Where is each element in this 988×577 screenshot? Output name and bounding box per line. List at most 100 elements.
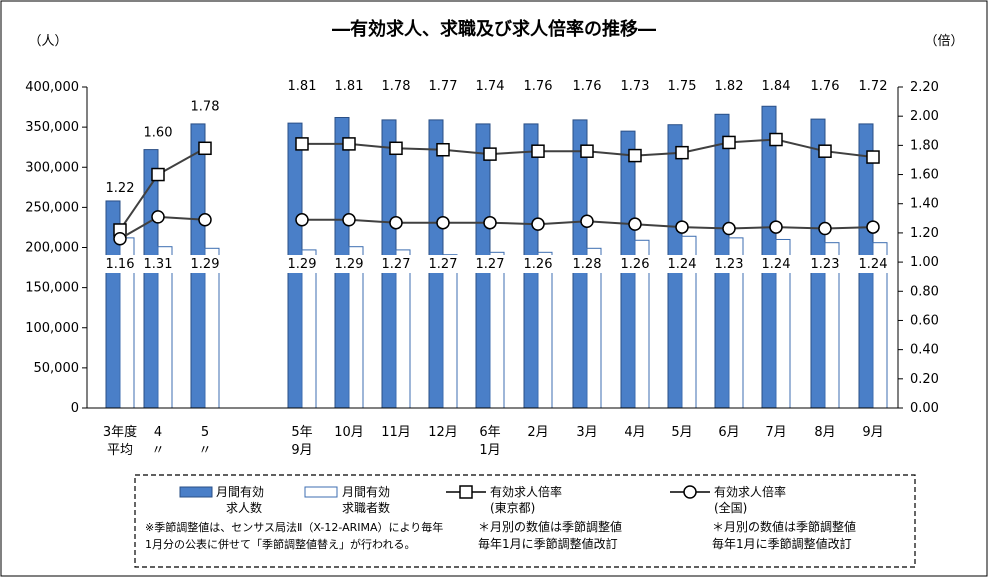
- label-national: 1.24: [859, 257, 888, 272]
- label-national: 1.24: [762, 257, 791, 272]
- label-national: 1.24: [668, 257, 697, 272]
- legend-label: 月間有効: [216, 484, 264, 499]
- marker-tokyo: [295, 137, 309, 151]
- marker-tokyo: [628, 148, 642, 163]
- x-tick-label: 5年: [291, 425, 312, 440]
- legend-label: 求人数: [226, 500, 262, 515]
- marker-national: [818, 221, 832, 236]
- marker-tokyo: [198, 141, 212, 156]
- right-tick-label: 0.60: [910, 313, 939, 328]
- right-tick-label: 2.00: [910, 109, 939, 124]
- label-national-bg: [662, 255, 702, 273]
- x-tick-label: 8月: [814, 425, 835, 440]
- x-tick-label: 4月: [624, 425, 645, 440]
- x-tick-label: 6年: [479, 425, 500, 440]
- marker-tokyo: [580, 144, 594, 158]
- marker-national: [769, 220, 783, 234]
- right-axis-unit: （倍）: [924, 34, 963, 49]
- marker-tokyo: [722, 135, 736, 150]
- marker-national: [675, 220, 689, 234]
- x-tick-label: 3月: [576, 425, 597, 440]
- label-national: 1.27: [382, 257, 411, 272]
- left-tick-label: 350,000: [25, 120, 79, 135]
- label-national: 1.28: [573, 257, 602, 272]
- label-national-bg: [470, 255, 510, 273]
- x-tick-label: 12月: [428, 425, 458, 440]
- label-tokyo: 1.82: [715, 79, 744, 94]
- marker-national: [436, 215, 450, 230]
- x-tick-label: 5月: [671, 425, 692, 440]
- label-national-bg: [805, 255, 845, 273]
- marker-national: [628, 217, 642, 231]
- right-tick-label: 0.00: [910, 401, 939, 416]
- label-national: 1.26: [621, 257, 650, 272]
- label-tokyo: 1.78: [191, 99, 220, 114]
- label-tokyo: 1.76: [811, 79, 840, 94]
- marker-national: [151, 210, 165, 224]
- marker-tokyo: [342, 137, 356, 151]
- x-tick-label: 11月: [381, 425, 411, 440]
- label-national-bg: [567, 255, 607, 273]
- legend-label: 求職者数: [342, 500, 390, 515]
- marker-national: [580, 214, 594, 228]
- bar-job-seekers: [395, 249, 411, 409]
- label-tokyo: 1.81: [288, 79, 317, 94]
- label-tokyo: 1.76: [524, 79, 553, 94]
- label-national: 1.29: [335, 257, 364, 272]
- label-national: 1.27: [476, 257, 505, 272]
- marker-tokyo: [531, 144, 545, 158]
- left-tick-label: 200,000: [25, 241, 79, 256]
- label-national-bg: [329, 255, 369, 273]
- left-tick-label: 400,000: [25, 80, 79, 95]
- label-tokyo: 1.74: [476, 79, 505, 94]
- label-tokyo: 1.84: [762, 79, 791, 94]
- label-national: 1.23: [715, 257, 744, 272]
- legend-marker-national: [683, 485, 697, 499]
- bar-job-openings: [143, 149, 159, 409]
- x-tick-label: 4: [154, 425, 162, 440]
- legend-label: 有効求人倍率: [490, 484, 562, 499]
- marker-tokyo: [436, 142, 450, 157]
- label-tokyo: 1.72: [859, 79, 888, 94]
- x-tick-label: 9月: [862, 425, 883, 440]
- chart-title: ―有効求人、求職及び求人倍率の推移―: [332, 18, 656, 40]
- legend-note: 毎年1月に季節調整値改訂: [478, 536, 618, 551]
- marker-tokyo: [675, 145, 689, 160]
- x-tick-label: 平均: [107, 443, 133, 458]
- label-national: 1.31: [144, 257, 173, 272]
- legend-marker-tokyo: [459, 485, 473, 499]
- label-national: 1.16: [106, 257, 135, 272]
- label-national-bg: [423, 255, 463, 273]
- legend-note: ＊月別の数値は季節調整値: [712, 519, 856, 534]
- legend-note: 毎年1月に季節調整値改訂: [712, 536, 852, 551]
- label-national-bg: [138, 255, 178, 273]
- label-tokyo: 1.75: [668, 79, 697, 94]
- marker-tokyo: [151, 167, 165, 182]
- legend-note: ＊月別の数値は季節調整値: [478, 519, 622, 534]
- x-tick-label: 2月: [527, 425, 548, 440]
- label-tokyo: 1.73: [621, 79, 650, 94]
- x-tick-label: 6月: [718, 425, 739, 440]
- legend-label: 月間有効: [342, 484, 390, 499]
- x-tick-label: 5: [201, 425, 209, 440]
- label-national: 1.29: [288, 257, 317, 272]
- bar-job-seekers: [301, 249, 317, 409]
- right-tick-label: 1.60: [910, 168, 939, 183]
- left-tick-label: 50,000: [34, 361, 80, 376]
- legend-note: 1月分の公表に併せて「季節調整値替え」が行われる。: [145, 537, 415, 551]
- marker-national: [113, 231, 127, 246]
- marker-tokyo: [818, 144, 832, 158]
- left-tick-label: 300,000: [25, 160, 79, 175]
- right-tick-label: 1.40: [910, 197, 939, 212]
- label-tokyo: 1.60: [144, 126, 173, 141]
- label-national-bg: [615, 255, 655, 273]
- right-tick-label: 0.20: [910, 372, 939, 387]
- legend-box: [134, 474, 916, 568]
- x-tick-label: 7月: [765, 425, 786, 440]
- bar-job-seekers: [489, 251, 505, 409]
- label-tokyo: 1.81: [335, 79, 364, 94]
- marker-tokyo: [866, 150, 880, 164]
- label-national-bg: [376, 255, 416, 273]
- x-tick-label: 3年度: [103, 424, 137, 440]
